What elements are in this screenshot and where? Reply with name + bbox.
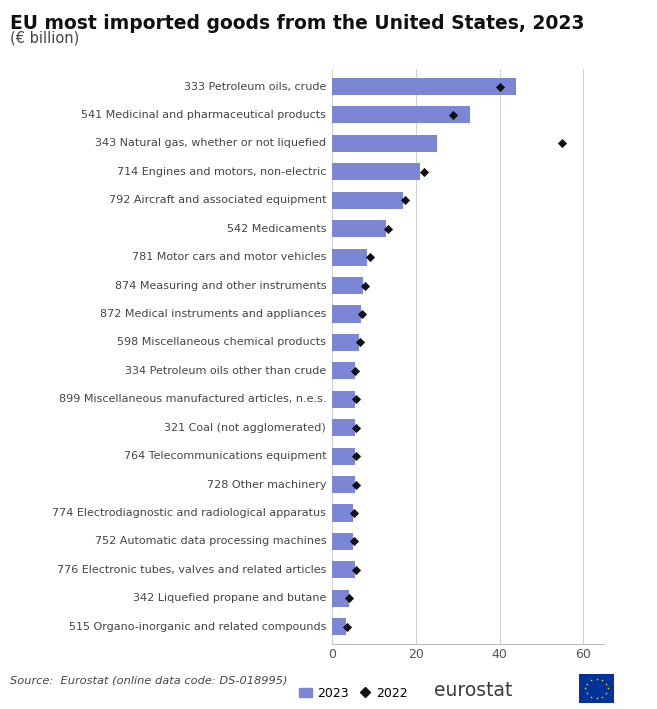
Point [350,365,361,376]
Bar [332,391,355,408]
Point [557,138,568,149]
Bar [332,334,359,351]
Point [400,194,411,206]
Bar [332,249,367,266]
Text: 321 Coal (not agglomerated): 321 Coal (not agglomerated) [164,423,327,432]
Text: 333 Petroleum oils, crude: 333 Petroleum oils, crude [184,82,327,91]
Bar [332,306,361,323]
Point [494,81,505,92]
Point [348,536,359,547]
Point [419,166,429,177]
Bar [332,78,516,95]
Bar [332,220,386,238]
Bar [332,590,349,607]
Text: 899 Miscellaneous manufactured articles, n.e.s.: 899 Miscellaneous manufactured articles,… [58,394,327,404]
Text: 781 Motor cars and motor vehicles: 781 Motor cars and motor vehicles [132,252,327,262]
Point [344,593,355,604]
Text: 714 Engines and motors, non-electric: 714 Engines and motors, non-electric [117,167,327,177]
Point [351,479,361,490]
Text: 764 Telecommunications equipment: 764 Telecommunications equipment [124,451,327,461]
Text: 776 Electronic tubes, valves and related articles: 776 Electronic tubes, valves and related… [57,565,327,575]
Point [351,450,361,462]
Text: 334 Petroleum oils other than crude: 334 Petroleum oils other than crude [125,366,327,376]
Bar [332,277,363,294]
Bar [332,533,353,550]
Text: EU most imported goods from the United States, 2023: EU most imported goods from the United S… [10,14,584,33]
Text: 774 Electrodiagnostic and radiological apparatus: 774 Electrodiagnostic and radiological a… [53,508,327,518]
Point [351,422,361,433]
Bar [332,505,353,522]
Text: 792 Aircraft and associated equipment: 792 Aircraft and associated equipment [108,195,327,206]
Point [342,621,352,632]
Point [364,252,374,263]
Text: 872 Medical instruments and appliances: 872 Medical instruments and appliances [100,309,327,319]
Bar [332,362,355,379]
Point [448,109,459,121]
Point [383,223,394,235]
Text: 542 Medicaments: 542 Medicaments [227,224,327,234]
Bar [332,135,437,152]
Bar [332,447,355,464]
Point [359,280,370,291]
Bar [332,163,420,180]
Text: eurostat: eurostat [434,681,512,700]
Point [357,308,367,320]
Bar [332,419,355,436]
Text: (€ billion): (€ billion) [10,30,79,45]
Bar [332,476,355,493]
Bar [332,106,470,123]
Text: 752 Automatic data processing machines: 752 Automatic data processing machines [95,537,327,547]
Text: Source:  Eurostat (online data code: DS-018995): Source: Eurostat (online data code: DS-0… [10,676,287,686]
Text: 342 Liquefied propane and butane: 342 Liquefied propane and butane [133,593,327,603]
Bar [332,618,346,635]
Text: 541 Medicinal and pharmaceutical products: 541 Medicinal and pharmaceutical product… [81,110,327,120]
Legend: 2023, 2022: 2023, 2022 [294,681,413,705]
Text: 515 Organo-inorganic and related compounds: 515 Organo-inorganic and related compoun… [69,622,327,632]
FancyBboxPatch shape [579,674,614,703]
Point [351,393,361,405]
Text: 728 Other machinery: 728 Other machinery [207,479,327,489]
Bar [332,562,355,579]
Bar [332,191,403,208]
Point [348,508,359,519]
Text: 874 Measuring and other instruments: 874 Measuring and other instruments [114,281,327,291]
Text: 343 Natural gas, whether or not liquefied: 343 Natural gas, whether or not liquefie… [95,138,327,148]
Point [355,337,365,348]
Text: 598 Miscellaneous chemical products: 598 Miscellaneous chemical products [118,337,327,347]
Point [351,564,361,576]
